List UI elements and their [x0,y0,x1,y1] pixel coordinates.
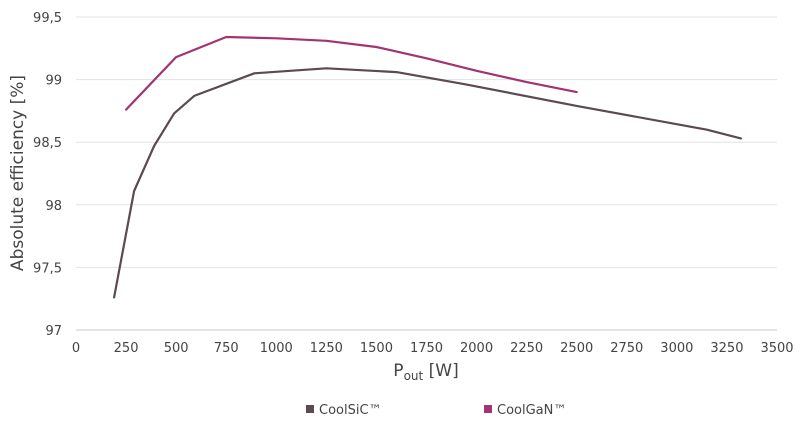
legend-swatch [484,405,492,413]
y-tick-label: 98 [45,199,62,214]
x-tick-label: 500 [164,341,189,356]
x-tick-label: 250 [114,341,139,356]
x-tick-label: 0 [72,341,80,356]
x-tick-label: 1250 [310,341,343,356]
y-tick-label: 97,5 [33,261,62,276]
x-axis-title-subscript: out [404,369,424,383]
grid-lines [76,16,777,331]
x-tick-label: 3500 [760,341,793,356]
x-tick-label: 3250 [710,341,743,356]
x-tick-labels: 0 250 500 750 1000 1250 1500 1750 2000 2250 2500 27… [72,341,794,356]
x-tick-label: 1500 [360,341,393,356]
y-tick-label: 99,5 [33,11,62,26]
x-tick-label: 2500 [560,341,593,356]
x-axis-title-unit: [W] [423,361,458,381]
x-tick-label: 2750 [610,341,643,356]
x-tick-label: 3000 [660,341,693,356]
legend-label: CoolGaN™ [497,403,566,418]
y-tick-label: 98,5 [33,136,62,151]
x-tick-label: 1750 [410,341,443,356]
y-axis-title: Absolute efficiency [%] [8,75,28,271]
x-tick-label: 2250 [510,341,543,356]
legend: CoolSiC™ CoolGaN™ [306,403,566,418]
x-tick-label: 750 [214,341,239,356]
series-line [112,67,743,299]
x-axis-title: Pout [W] [393,361,458,383]
y-tick-label: 97 [45,324,62,339]
legend-label: CoolSiC™ [319,403,382,418]
series-layer [112,35,743,299]
y-tick-labels: 97 97,5 98 98,5 99 99,5 [33,11,62,339]
x-tick-label: 2000 [460,341,493,356]
y-tick-label: 99 [45,74,62,89]
series-line [124,35,578,111]
legend-swatch [306,405,314,413]
x-tick-label: 1000 [260,341,293,356]
x-axis-title-main: P [393,361,403,381]
